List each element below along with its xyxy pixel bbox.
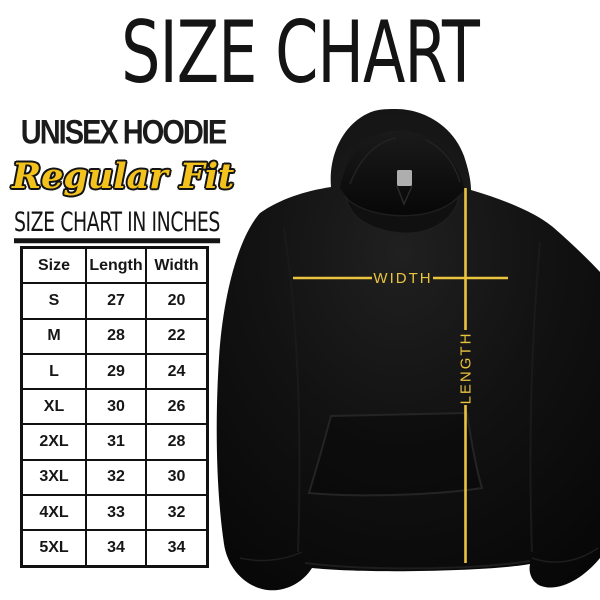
table-row: 3XL 32 30: [20, 458, 209, 497]
collar-seam: [396, 185, 413, 206]
cell-size: XL: [20, 388, 87, 426]
cell-width: 30: [145, 458, 209, 497]
pocket-outline: [307, 411, 484, 497]
length-measure-label: LENGTH: [457, 331, 475, 405]
table-heading: SIZE CHART IN INCHES: [14, 207, 220, 244]
table-row: 2XL 31 28: [20, 423, 209, 461]
cell-size: L: [20, 352, 87, 391]
cell-size: 4XL: [20, 494, 87, 532]
cell-size: 2XL: [20, 423, 87, 461]
hood-fold-line: [349, 137, 461, 185]
cell-size: 5XL: [20, 529, 87, 568]
hem-line: [304, 560, 531, 570]
hoodie-figure: [210, 100, 600, 600]
table-row: M 28 22: [20, 317, 209, 355]
width-measure-label: WIDTH: [373, 270, 433, 287]
table-row: 4XL 33 32: [20, 494, 209, 532]
cell-length: 31: [85, 423, 147, 461]
cell-length: 29: [85, 352, 147, 391]
cell-length: 28: [85, 317, 147, 355]
cell-size: S: [20, 282, 87, 320]
header-width: Width: [145, 246, 209, 285]
size-table: Size Length Width S 27 20 M 28 22 L 29 2…: [20, 246, 209, 568]
table-row: L 29 24: [20, 352, 209, 391]
right-sleeve-seam: [529, 241, 541, 553]
cell-width: 28: [145, 423, 209, 461]
page-title: SIZE CHART: [121, 2, 480, 103]
table-header-row: Size Length Width: [20, 246, 209, 285]
cell-length: 27: [85, 282, 147, 320]
cell-width: 22: [145, 317, 209, 355]
right-cuff-line: [531, 547, 599, 563]
cell-width: 34: [145, 529, 209, 568]
cell-width: 32: [145, 494, 209, 532]
cell-length: 32: [85, 458, 147, 497]
left-column: UNISEX HOODIE Regular Fit SIZE CHART IN …: [12, 114, 235, 244]
hoodie-body: [216, 109, 600, 591]
cell-length: 34: [85, 529, 147, 568]
fit-style: Regular Fit: [12, 156, 235, 197]
measurement-lines: [293, 188, 508, 563]
cell-width: 24: [145, 352, 209, 391]
product-name: UNISEX HOODIE: [20, 114, 227, 152]
left-cuff-line: [239, 551, 303, 562]
neck-tag: [397, 170, 412, 186]
header-length: Length: [85, 246, 147, 285]
cell-width: 26: [145, 388, 209, 426]
cell-length: 33: [85, 494, 147, 532]
left-sleeve-seam: [283, 227, 301, 553]
cell-width: 20: [145, 282, 209, 320]
cell-size: 3XL: [20, 458, 87, 497]
table-row: S 27 20: [20, 282, 209, 320]
header-size: Size: [20, 246, 87, 285]
cell-size: M: [20, 317, 87, 355]
hoodie-illustration: [216, 109, 600, 591]
table-row: 5XL 34 34: [20, 529, 209, 568]
hood-collar: [344, 193, 461, 234]
cell-length: 30: [85, 388, 147, 426]
table-row: XL 30 26: [20, 388, 209, 426]
